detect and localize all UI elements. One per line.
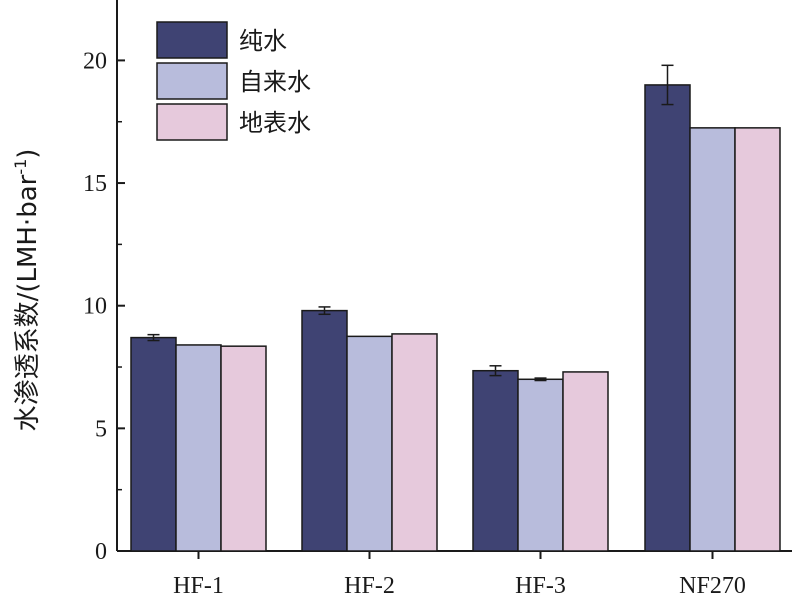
- axes: 0 5 10 15 20 HF-1 HF-2 HF-3 NF270: [83, 0, 792, 599]
- bar-hf-3-series-2: [517, 378, 564, 552]
- bar-hf-3-series-1: [472, 369, 519, 552]
- bar-nf270-series-2: [689, 127, 736, 552]
- y-tick-label: 0: [95, 539, 107, 565]
- y-tick-label: 10: [83, 294, 107, 320]
- x-tick-label: HF-2: [344, 573, 395, 599]
- legend-label: 地表水: [239, 109, 311, 137]
- bar-hf-2-series-1: [301, 309, 348, 552]
- bar-hf-3-series-3: [562, 371, 609, 552]
- bar-hf-2-series-3: [391, 333, 438, 552]
- bar-hf-1-series-2: [175, 344, 222, 552]
- x-tick-label: HF-3: [515, 573, 566, 599]
- legend-swatch: [156, 62, 228, 100]
- bars: [130, 64, 781, 552]
- y-tick-label: 20: [83, 48, 107, 74]
- bar-hf-1-series-3: [220, 345, 267, 552]
- bar-nf270-series-3: [734, 127, 781, 552]
- y-axis-title-superscript: -1: [11, 159, 30, 175]
- y-tick-label: 5: [95, 416, 107, 442]
- y-tick-label: 15: [83, 171, 107, 197]
- legend-label: 纯水: [239, 27, 287, 55]
- bar-hf-2-series-2: [346, 335, 393, 552]
- y-axis-title: 水渗透系数/(LMH·bar-1): [11, 149, 43, 432]
- legend-swatch: [156, 21, 228, 59]
- bar-nf270-series-1: [644, 84, 691, 552]
- x-tick-label: NF270: [679, 573, 746, 599]
- y-axis-title-close: ): [13, 149, 43, 159]
- bar-hf-1-series-1: [130, 336, 177, 552]
- legend-label: 自来水: [239, 68, 311, 96]
- x-tick-label: HF-1: [173, 573, 224, 599]
- legend-swatch: [156, 103, 228, 141]
- y-axis-title-main: 水渗透系数/(LMH·bar: [13, 174, 43, 431]
